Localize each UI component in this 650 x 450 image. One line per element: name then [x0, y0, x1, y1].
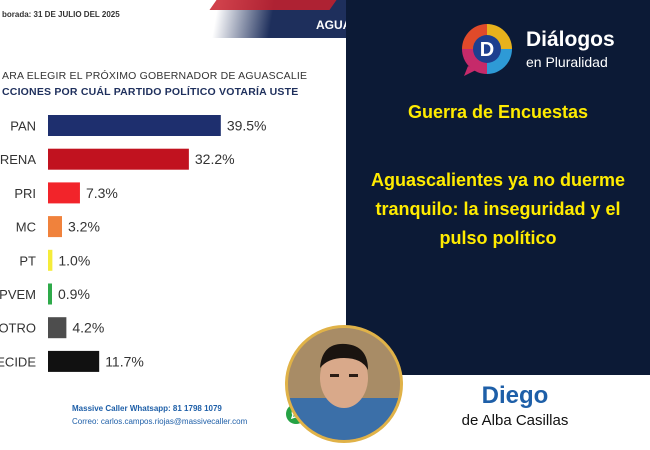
bar	[48, 148, 189, 170]
dialogos-logo-icon: D	[458, 20, 516, 78]
bar	[48, 249, 53, 271]
category-label: MC	[16, 220, 36, 235]
svg-text:D: D	[480, 39, 494, 61]
article-panel: D Diálogos en Pluralidad Guerra de Encue…	[346, 0, 650, 375]
value-label: 32.2%	[195, 151, 235, 167]
bar	[48, 216, 62, 238]
author-first-name: Diego	[481, 382, 549, 409]
value-label: 11.7%	[105, 353, 144, 369]
section-title: Guerra de Encuestas	[407, 102, 589, 122]
category-label: PVEM	[0, 287, 36, 302]
category-label: OTRO	[0, 321, 36, 336]
banner-red-stripe	[209, 0, 346, 10]
poll-date: borada: 31 DE JULIO DEL 2025	[2, 10, 120, 19]
brand-subtitle: en Pluralidad	[526, 54, 608, 70]
bar-chart: PAN 39.5% ORENA 32.2% PRI 7.3% MC 3.2% PT 1.0% PVE…	[0, 115, 267, 372]
poll-banner-tag: AGUA	[316, 18, 346, 32]
source-email: Correo: carlos.campos.riojas@massivecall…	[72, 417, 248, 426]
category-label: ECIDE	[0, 354, 36, 369]
value-label: 7.3%	[86, 185, 118, 201]
bar	[48, 317, 67, 339]
source-whatsapp: Massive Caller Whatsapp: 81 1798 1079	[72, 404, 222, 413]
bar	[48, 115, 221, 136]
bar	[48, 283, 52, 305]
chart-top-banner	[0, 0, 346, 38]
poll-question-line1: ARA ELEGIR EL PRÓXIMO GOBERNADOR DE AGUA…	[2, 70, 308, 82]
value-label: 3.2%	[68, 219, 100, 235]
value-label: 0.9%	[58, 286, 90, 302]
author-last-name: de Alba Casillas	[461, 412, 569, 429]
brand-name: Diálogos	[526, 28, 615, 51]
category-label: PT	[19, 253, 36, 268]
value-label: 4.2%	[72, 320, 104, 336]
article-headline: Aguascalientes ya no duerme tranquilo: l…	[370, 170, 626, 248]
poll-question-line2: CCIONES POR CUÁL PARTIDO POLÍTICO VOTARÍ…	[2, 86, 299, 98]
category-label: PAN	[10, 119, 36, 134]
poll-chart-card: borada: 31 DE JULIO DEL 2025 AGUA ARA EL…	[0, 0, 346, 426]
category-label: PRI	[14, 186, 36, 201]
category-label: ORENA	[0, 152, 36, 167]
bar	[48, 182, 80, 204]
bar	[48, 350, 100, 372]
value-label: 39.5%	[227, 118, 267, 134]
author-avatar	[285, 325, 403, 443]
value-label: 1.0%	[58, 252, 90, 268]
